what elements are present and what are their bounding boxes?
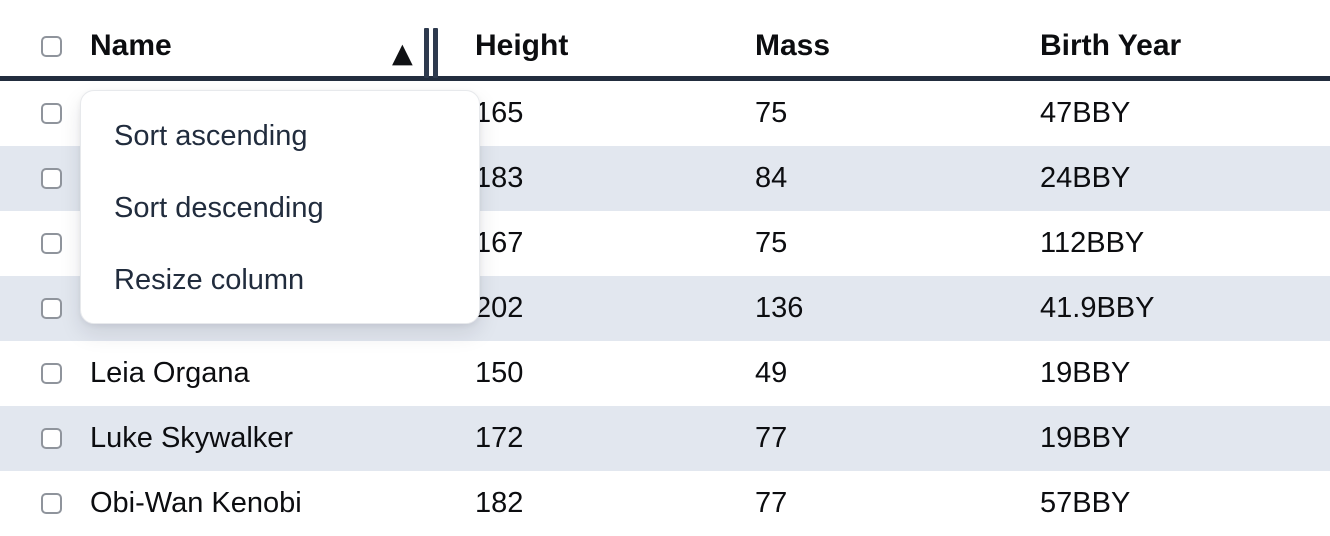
column-header-name[interactable]: Name <box>90 29 172 62</box>
cell-mass: 77 <box>755 421 788 454</box>
menu-item-resize-column[interactable]: Resize column <box>114 263 305 296</box>
row-checkbox[interactable] <box>41 168 62 189</box>
cell-mass: 136 <box>755 291 804 324</box>
column-header-birth-year[interactable]: Birth Year <box>1040 29 1182 62</box>
cell-height: 202 <box>475 291 524 324</box>
menu-item-sort-ascending[interactable]: Sort ascending <box>114 119 308 152</box>
cell-height: 182 <box>475 486 524 514</box>
cell-mass: 75 <box>755 226 788 259</box>
resize-bar-right <box>433 28 438 78</box>
row-checkbox-cell <box>0 428 90 449</box>
cell-name: Luke Skywalker <box>90 421 294 454</box>
cell-height: 172 <box>475 421 524 454</box>
cell-birth-year: 47BBY <box>1040 96 1131 129</box>
row-checkbox-cell <box>0 363 90 384</box>
table-row: Obi-Wan Kenobi 182 77 57BBY <box>0 471 1330 514</box>
cell-height: 183 <box>475 161 524 194</box>
column-header-mass[interactable]: Mass <box>755 29 831 62</box>
row-checkbox-cell <box>0 168 90 189</box>
table-row: Leia Organa 150 49 19BBY <box>0 341 1330 406</box>
select-all-checkbox[interactable] <box>41 35 62 57</box>
resize-bar-left <box>424 28 429 78</box>
row-checkbox[interactable] <box>41 103 62 124</box>
column-header-height[interactable]: Height <box>475 29 569 62</box>
cell-mass: 84 <box>755 161 788 194</box>
column-header-menu: Sort ascending Sort descending Resize co… <box>80 90 480 324</box>
row-checkbox-cell <box>0 298 90 319</box>
cell-name: Obi-Wan Kenobi <box>90 486 302 514</box>
row-checkbox-cell <box>0 233 90 254</box>
cell-name: Leia Organa <box>90 356 250 389</box>
cell-birth-year: 19BBY <box>1040 421 1131 454</box>
cell-mass: 49 <box>755 356 788 389</box>
cell-birth-year: 19BBY <box>1040 356 1131 389</box>
cell-birth-year: 41.9BBY <box>1040 291 1155 324</box>
cell-mass: 77 <box>755 486 788 514</box>
data-table: Name Height Mass Birth Year ▲ 165 75 47B… <box>0 0 1330 514</box>
cell-height: 150 <box>475 356 524 389</box>
row-checkbox[interactable] <box>41 428 62 449</box>
cell-birth-year: 112BBY <box>1040 226 1145 259</box>
table-body: 165 75 47BBY 183 84 24BBY 167 75 112BBY <box>0 81 1330 514</box>
cell-birth-year: 24BBY <box>1040 161 1131 194</box>
cell-birth-year: 57BBY <box>1040 486 1131 514</box>
menu-item-sort-descending[interactable]: Sort descending <box>114 191 324 224</box>
column-resize-handle-icon[interactable] <box>424 28 438 78</box>
row-checkbox[interactable] <box>41 233 62 254</box>
table-row: Luke Skywalker 172 77 19BBY <box>0 406 1330 471</box>
row-checkbox-cell <box>0 493 90 514</box>
row-checkbox[interactable] <box>41 298 62 319</box>
cell-height: 165 <box>475 96 524 129</box>
row-checkbox[interactable] <box>41 493 62 514</box>
sort-ascending-icon: ▲ <box>392 38 413 69</box>
row-checkbox[interactable] <box>41 363 62 384</box>
cell-mass: 75 <box>755 96 788 129</box>
cell-height: 167 <box>475 226 524 259</box>
table-header-row: Name Height Mass Birth Year ▲ <box>0 0 1330 81</box>
row-checkbox-cell <box>0 103 90 124</box>
select-all-cell <box>0 35 90 57</box>
